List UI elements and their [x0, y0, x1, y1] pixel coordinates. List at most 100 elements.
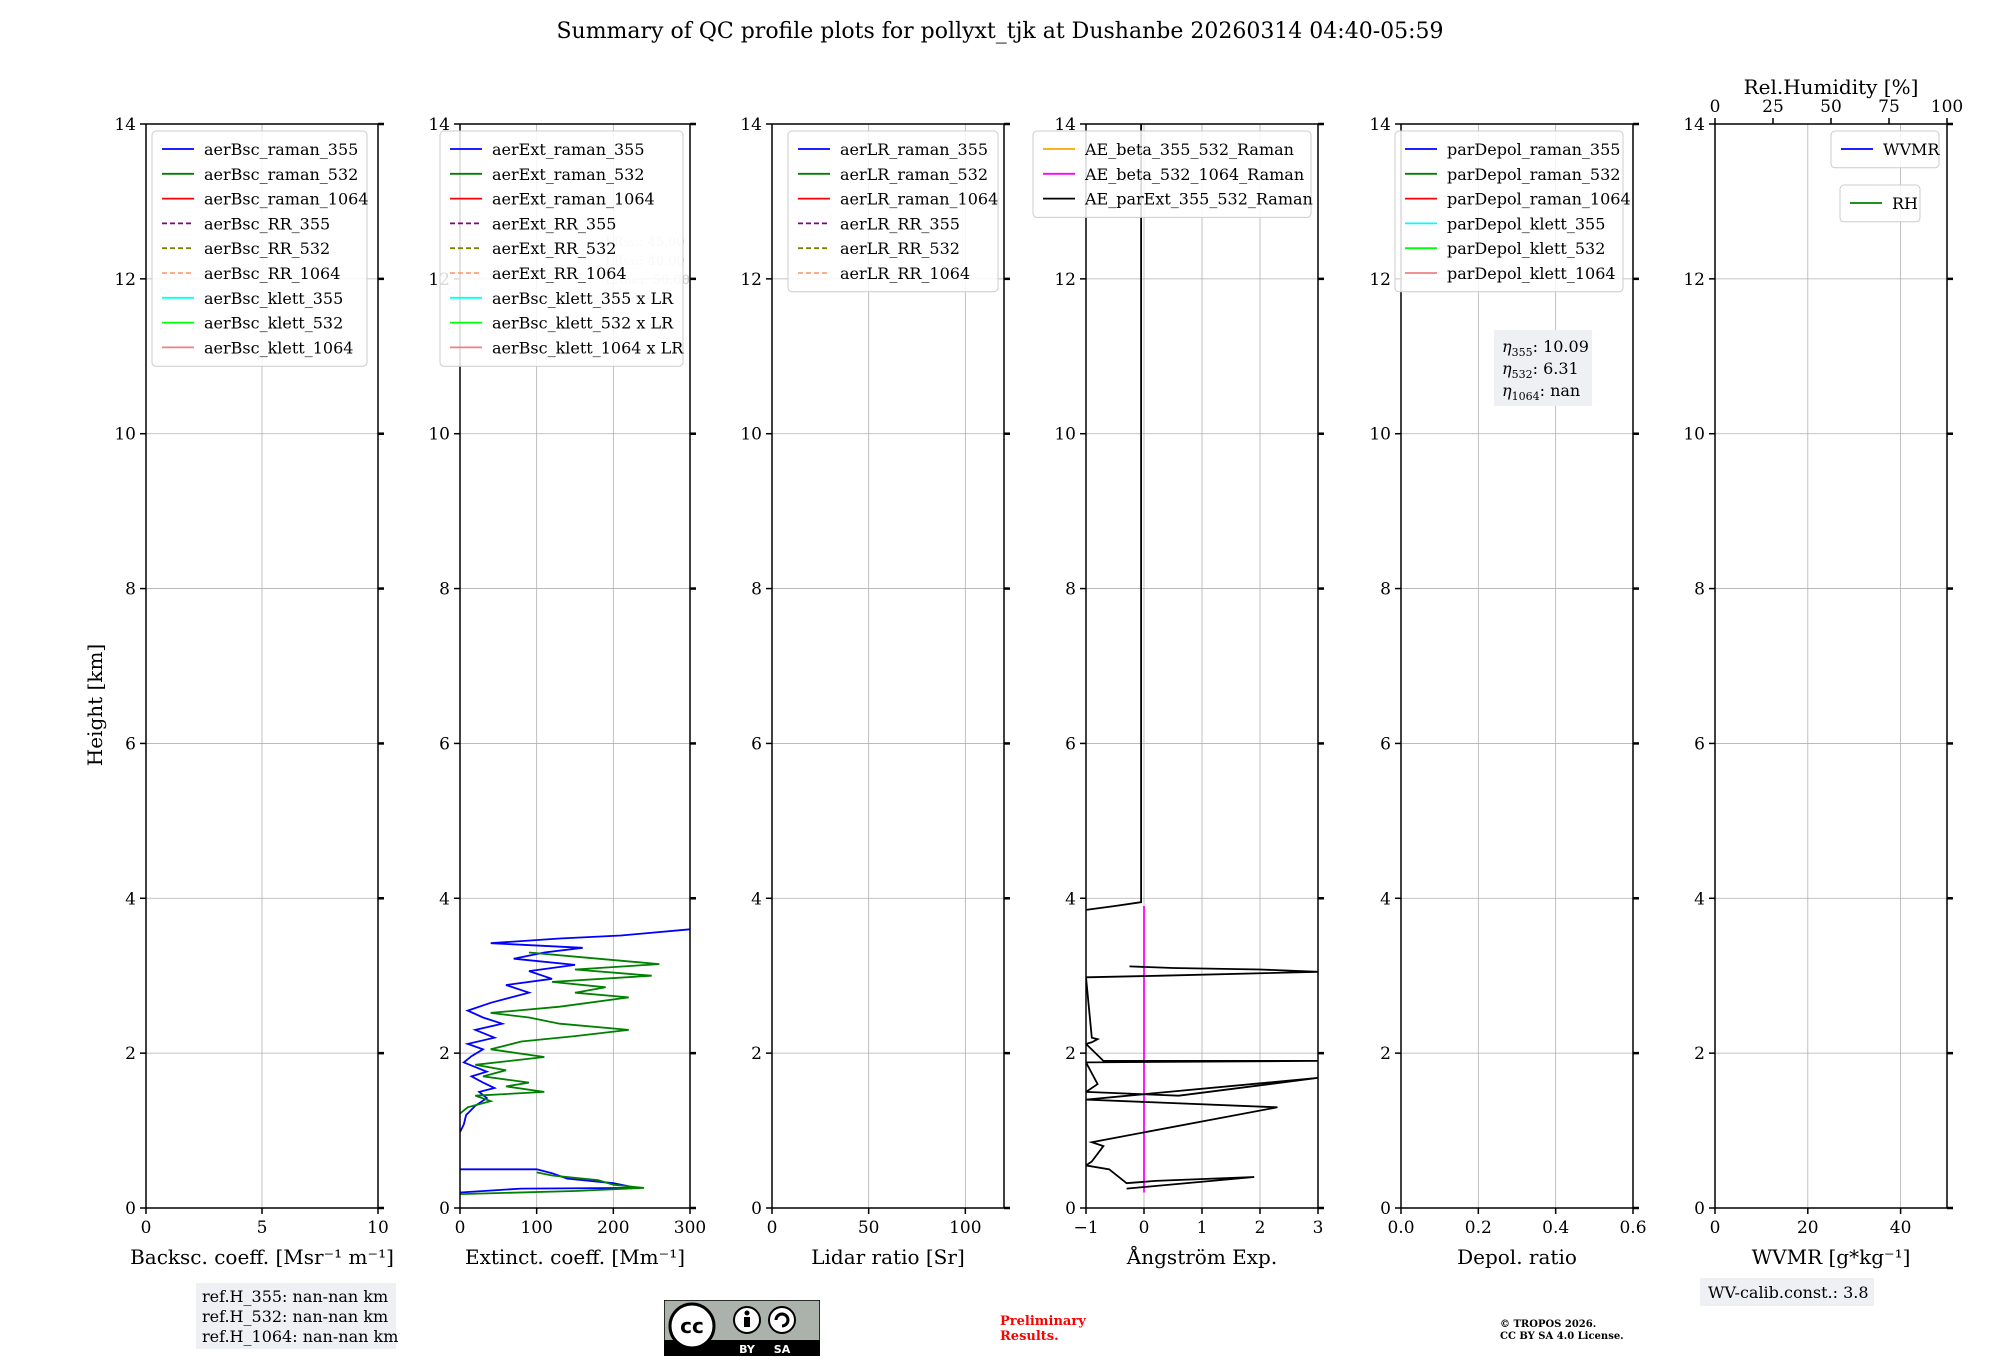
x-axis-label: Backsc. coeff. [Msr⁻¹ m⁻¹]	[130, 1245, 394, 1269]
x-tick-label: 20	[1797, 1218, 1819, 1238]
y-tick-label: 10	[1369, 425, 1391, 445]
legend-label: AE_beta_355_532_Raman	[1084, 140, 1294, 159]
legend: aerBsc_raman_355 aerBsc_raman_532 aerBsc_r…	[151, 130, 369, 367]
eta-value: η1064: nan	[1502, 381, 1580, 403]
copyright-line-1: © TROPOS 2026.	[1500, 1319, 1596, 1330]
x-tick-label: 3	[1313, 1218, 1324, 1238]
cc-logo-icon	[668, 1302, 716, 1350]
legend-label: parDepol_raman_355	[1447, 140, 1620, 159]
y-tick-label: 14	[114, 115, 136, 135]
x-tick-label: 10	[367, 1218, 389, 1238]
top-x-tick-label: 75	[1878, 97, 1900, 117]
legend-frame	[1830, 130, 1940, 169]
legend: WVMR	[1830, 130, 1940, 169]
y-tick-label: 8	[1065, 580, 1076, 600]
cc-by-label: BY	[739, 1343, 756, 1356]
reference-height-text: ref.H_1064: nan-nan km	[202, 1327, 398, 1346]
x-tick-label: 0.2	[1465, 1218, 1492, 1238]
y-tick-label: 6	[751, 734, 762, 754]
legend-label: WVMR	[1883, 140, 1940, 159]
series-line	[460, 951, 660, 1115]
legend-label: aerBsc_RR_1064	[204, 264, 340, 283]
legend-label: aerLR_raman_355	[840, 140, 988, 159]
y-tick-label: 14	[428, 115, 450, 135]
cc-sa-label: SA	[774, 1343, 791, 1356]
y-tick-label: 4	[1065, 889, 1076, 909]
legend-label: aerBsc_raman_355	[204, 140, 358, 159]
x-tick-label: 100	[520, 1218, 552, 1238]
preliminary-line-2: Results.	[1000, 1329, 1059, 1344]
legend-label: aerExt_RR_1064	[492, 264, 627, 283]
y-tick-label: 6	[1380, 734, 1391, 754]
x-axis-label: WVMR [g*kg⁻¹]	[1752, 1245, 1911, 1269]
panel-backscatter: 0 2 4 6 8 10 12 14 0 5 10 Backsc. coeff. [Msr⁻¹ m⁻¹…	[114, 115, 398, 1349]
legend-label: aerBsc_klett_532 x LR	[492, 314, 674, 333]
note-box: WV-calib.const.: 3.8	[1700, 1278, 1874, 1306]
y-tick-label: 0	[751, 1199, 762, 1219]
y-tick-label: 14	[1683, 115, 1705, 135]
x-tick-label: 0.6	[1619, 1218, 1646, 1238]
x-tick-label: 0	[141, 1218, 152, 1238]
eta-symbol: η	[1502, 359, 1512, 378]
legend-frame	[439, 130, 684, 367]
y-tick-label: 0	[1380, 1199, 1391, 1219]
cc-license-badge: cc BY SA	[664, 1300, 820, 1356]
series-line	[460, 1168, 637, 1194]
y-tick-label: 12	[1683, 270, 1705, 290]
legend-label: aerBsc_klett_355 x LR	[492, 289, 674, 308]
wv-calibration-text: WV-calib.const.: 3.8	[1708, 1283, 1869, 1302]
x-tick-label: 0	[1139, 1218, 1150, 1238]
x-tick-label: 50	[858, 1218, 880, 1238]
legend-label: aerExt_raman_1064	[492, 190, 655, 209]
legend-frame	[1032, 130, 1312, 218]
y-axis-label: Height [km]	[83, 644, 107, 766]
x-tick-label: 1	[1197, 1218, 1208, 1238]
eta-number: : 6.31	[1533, 359, 1579, 378]
legend-label: aerLR_RR_532	[840, 239, 960, 258]
legend-label: aerBsc_raman_1064	[204, 190, 369, 209]
eta-subscript: 1064	[1512, 390, 1540, 403]
legend-label: parDepol_klett_532	[1447, 239, 1605, 258]
y-tick-label: 12	[114, 270, 136, 290]
y-tick-label: 4	[1694, 889, 1705, 909]
eta-subscript: 532	[1512, 368, 1533, 381]
share-alike-arrow	[774, 1312, 790, 1328]
top-axis-label: Rel.Humidity [%]	[1744, 75, 1919, 99]
y-tick-label: 10	[740, 425, 762, 445]
x-tick-label: 0.0	[1387, 1218, 1414, 1238]
series-line	[1086, 124, 1142, 911]
y-tick-label: 14	[740, 115, 762, 135]
x-axis-label: Lidar ratio [Sr]	[811, 1245, 965, 1269]
legend: AE_beta_355_532_Raman AE_beta_532_1064_Ra…	[1032, 130, 1313, 218]
x-tick-label: 300	[674, 1218, 706, 1238]
y-tick-label: 8	[1694, 580, 1705, 600]
legend-label: aerBsc_klett_532	[204, 314, 343, 333]
y-tick-label: 8	[439, 580, 450, 600]
y-tick-label: 12	[740, 270, 762, 290]
legend-label: aerBsc_RR_355	[204, 214, 330, 233]
legend-label: aerLR_RR_355	[840, 214, 960, 233]
y-tick-label: 2	[751, 1044, 762, 1064]
legend-label: aerLR_raman_532	[840, 165, 988, 184]
y-tick-label: 2	[1694, 1044, 1705, 1064]
legend-frame	[787, 130, 999, 293]
attribution-icon-head	[744, 1310, 750, 1316]
legend: parDepol_raman_355 parDepol_raman_532 parD…	[1394, 130, 1631, 293]
legend-label: aerExt_raman_532	[492, 165, 645, 184]
x-tick-label: 2	[1255, 1218, 1266, 1238]
cc-logo-text: cc	[680, 1314, 704, 1338]
top-x-tick-label: 25	[1762, 97, 1784, 117]
eta-symbol: η	[1502, 337, 1512, 356]
legend-label: aerBsc_raman_532	[204, 165, 358, 184]
copyright-line-2: CC BY SA 4.0 License.	[1500, 1331, 1624, 1342]
x-tick-label: 0	[1710, 1218, 1721, 1238]
y-tick-label: 4	[439, 889, 450, 909]
legend-frame	[151, 130, 368, 367]
eta-box-frame	[1494, 330, 1592, 406]
y-tick-label: 10	[1054, 425, 1076, 445]
eta-number: : 10.09	[1533, 337, 1589, 356]
legend: aerExt_raman_355 aerExt_raman_532 aerExt_r…	[439, 130, 684, 367]
y-tick-label: 0	[1065, 1199, 1076, 1219]
legend-label: parDepol_raman_1064	[1447, 190, 1631, 209]
eta-value: η532: 6.31	[1502, 359, 1579, 381]
